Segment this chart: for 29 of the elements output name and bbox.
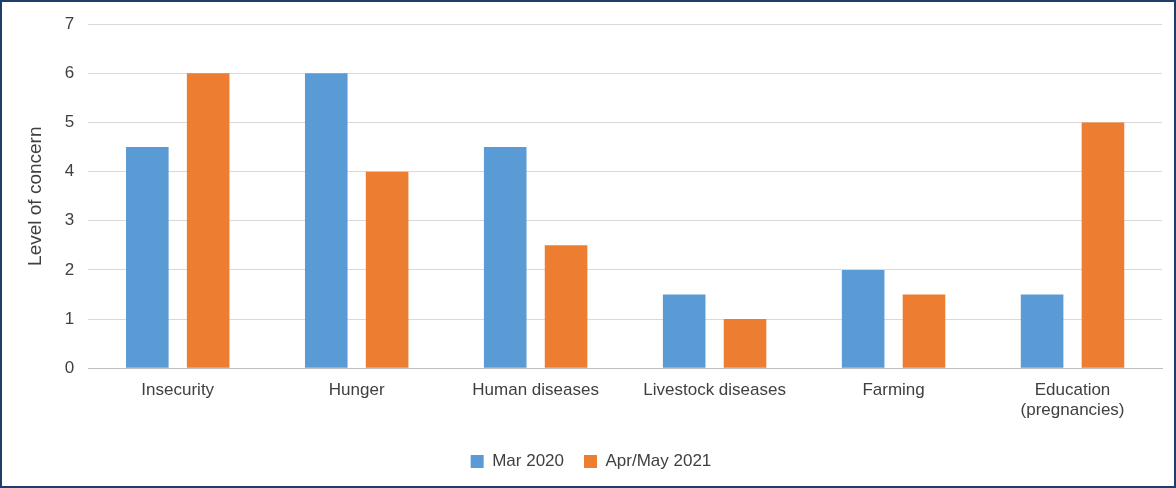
y-tick-label: 5 [64,112,75,132]
bar [365,171,409,368]
y-tick-label: 3 [64,210,75,230]
bar [662,294,706,368]
legend-label: Mar 2020 [492,451,564,471]
x-tick-label: Farming [862,380,925,400]
y-tick-label: 6 [64,63,75,83]
bar [723,319,767,368]
bar [483,147,527,368]
x-tick-label: Insecurity [141,380,215,400]
bar [186,73,230,368]
x-tick-label: Livestock diseases [643,380,786,400]
bar [1081,122,1125,368]
bar [304,73,348,368]
x-tick-label: Human diseases [472,380,599,400]
y-axis-title: Level of concern [23,126,45,266]
x-tick-label: Education (pregnancies) [1020,380,1125,420]
y-tick-label: 7 [64,13,75,33]
y-tick-label: 2 [64,259,75,279]
y-tick-label: 4 [64,161,75,181]
bar [1020,294,1064,368]
bar [126,147,169,368]
y-tick-label: 0 [64,357,75,377]
y-tick-label: 1 [64,308,75,328]
bar [841,269,885,368]
x-tick-label: Hunger [328,380,385,400]
legend-label: Apr/May 2021 [605,451,712,471]
bar [902,294,946,368]
bar [544,245,588,368]
